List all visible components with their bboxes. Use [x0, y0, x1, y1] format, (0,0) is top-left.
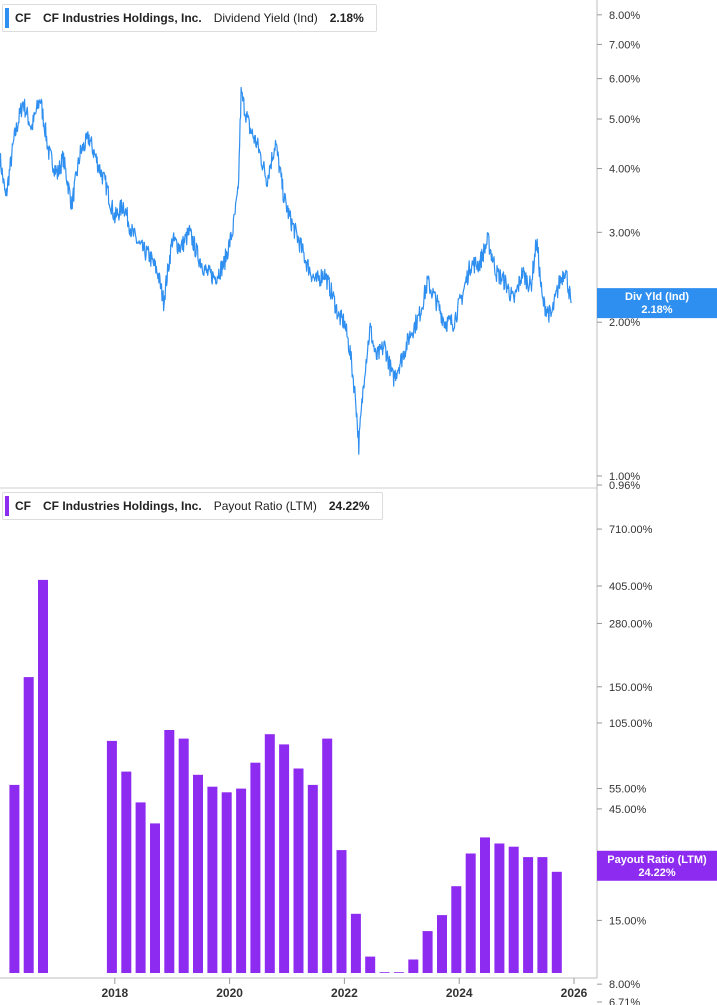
- payout-ratio-bar: [293, 768, 304, 973]
- x-tick-label: 2018: [101, 986, 128, 1000]
- payout-ratio-legend: CF CF Industries Holdings, Inc. Payout R…: [2, 492, 383, 520]
- payout-ratio-bar: [164, 730, 175, 973]
- legend-company: CF Industries Holdings, Inc.: [43, 11, 202, 25]
- payout-ratio-bar: [393, 972, 404, 973]
- payout-ratio-bar: [480, 837, 490, 973]
- payout-ratio-bar: [279, 744, 290, 973]
- payout-ratio-bar: [264, 734, 275, 973]
- y-tick-label: 6.00%: [609, 74, 640, 86]
- y-tick-label: 3.00%: [609, 227, 640, 239]
- y-tick-label: 55.00%: [609, 784, 647, 796]
- end-tag-label: Payout Ratio (LTM): [607, 854, 707, 866]
- y-tick-label: 8.00%: [609, 979, 640, 991]
- legend-ticker: CF: [15, 11, 31, 25]
- y-tick-label: 4.00%: [609, 164, 640, 176]
- payout-ratio-bar: [465, 853, 476, 973]
- y-tick-label: 280.00%: [609, 618, 653, 630]
- payout-ratio-bar: [9, 784, 20, 973]
- payout-ratio-bar: [178, 738, 189, 973]
- y-tick-label: 2.00%: [609, 317, 640, 329]
- payout-ratio-bar: [207, 786, 218, 973]
- payout-ratio-bar: [106, 740, 117, 973]
- payout-ratio-bar: [350, 913, 361, 973]
- payout-ratio-bar: [121, 771, 132, 973]
- y-tick-label: 105.00%: [609, 718, 653, 730]
- payout-ratio-bar: [551, 871, 562, 973]
- y-tick-label: 6.71%: [609, 997, 640, 1005]
- payout-ratio-bar: [422, 931, 433, 973]
- payout-ratio-bar: [365, 956, 376, 973]
- y-tick-label: 150.00%: [609, 682, 653, 694]
- x-tick-label: 2020: [216, 986, 243, 1000]
- series-color-swatch: [5, 8, 9, 28]
- legend-metric: Payout Ratio (LTM): [213, 499, 317, 513]
- end-value-tags: Div Yld (Ind)2.18% Payout Ratio (LTM)24.2…: [597, 288, 717, 881]
- x-tick-label: 2024: [446, 986, 473, 1000]
- y-tick-label: 15.00%: [609, 915, 647, 927]
- payout-ratio-bar: [494, 843, 505, 973]
- end-tag-value: 24.22%: [638, 867, 676, 879]
- dividend-yield-plot: [0, 86, 572, 455]
- legend-company: CF Industries Holdings, Inc.: [43, 499, 202, 513]
- y-tick-label: 5.00%: [609, 114, 640, 126]
- legend-metric: Dividend Yield (Ind): [213, 11, 318, 25]
- end-tag-value: 2.18%: [641, 304, 672, 316]
- payout-ratio-bar: [23, 677, 34, 973]
- legend-value: 2.18%: [329, 11, 364, 25]
- payout-ratio-bar: [379, 972, 390, 973]
- x-tick-label: 2026: [561, 986, 588, 1000]
- y-tick-label: 7.00%: [609, 39, 640, 51]
- payout-ratio-bar: [150, 823, 160, 973]
- payout-ratio-bar: [250, 762, 261, 973]
- payout-ratio-bar: [523, 857, 534, 973]
- payout-ratio-bar: [322, 738, 333, 973]
- payout-ratio-bar: [537, 857, 548, 973]
- dividend-yield-end-tag: [597, 288, 717, 319]
- end-tag-label: Div Yld (Ind): [625, 291, 689, 303]
- y-tick-label: 8.00%: [609, 10, 640, 22]
- payout-ratio-bar: [236, 788, 247, 973]
- y-tick-label: 45.00%: [609, 804, 647, 816]
- payout-ratio-bar: [508, 846, 519, 973]
- y-tick-label: 405.00%: [609, 581, 653, 593]
- payout-ratio-bar: [135, 802, 146, 973]
- y-tick-label: 0.96%: [609, 480, 640, 492]
- y-tick-label: 710.00%: [609, 524, 653, 536]
- payout-ratio-bar: [451, 886, 462, 973]
- payout-ratio-bar: [307, 784, 318, 973]
- dividend-yield-line: [0, 86, 572, 455]
- payout-ratio-bar: [437, 915, 447, 973]
- series-color-swatch: [5, 496, 9, 516]
- x-tick-label: 2022: [331, 986, 358, 1000]
- payout-ratio-bar: [336, 850, 347, 973]
- payout-ratio-bar: [221, 792, 232, 973]
- payout-ratio-bar: [38, 579, 48, 973]
- payout-ratio-end-tag: [597, 850, 717, 881]
- legend-ticker: CF: [15, 499, 31, 513]
- payout-ratio-bar: [408, 959, 419, 973]
- payout-ratio-bar: [193, 774, 203, 973]
- axes: 8.00% 7.00% 6.00% 5.00% 4.00% 3.00% 2.00% 1.00%…: [0, 0, 653, 1005]
- dividend-yield-legend: CF CF Industries Holdings, Inc. Dividend…: [2, 4, 377, 32]
- legend-value: 24.22%: [328, 499, 370, 513]
- payout-ratio-plot: [9, 579, 562, 973]
- y-tick-label: 1.00%: [609, 471, 640, 483]
